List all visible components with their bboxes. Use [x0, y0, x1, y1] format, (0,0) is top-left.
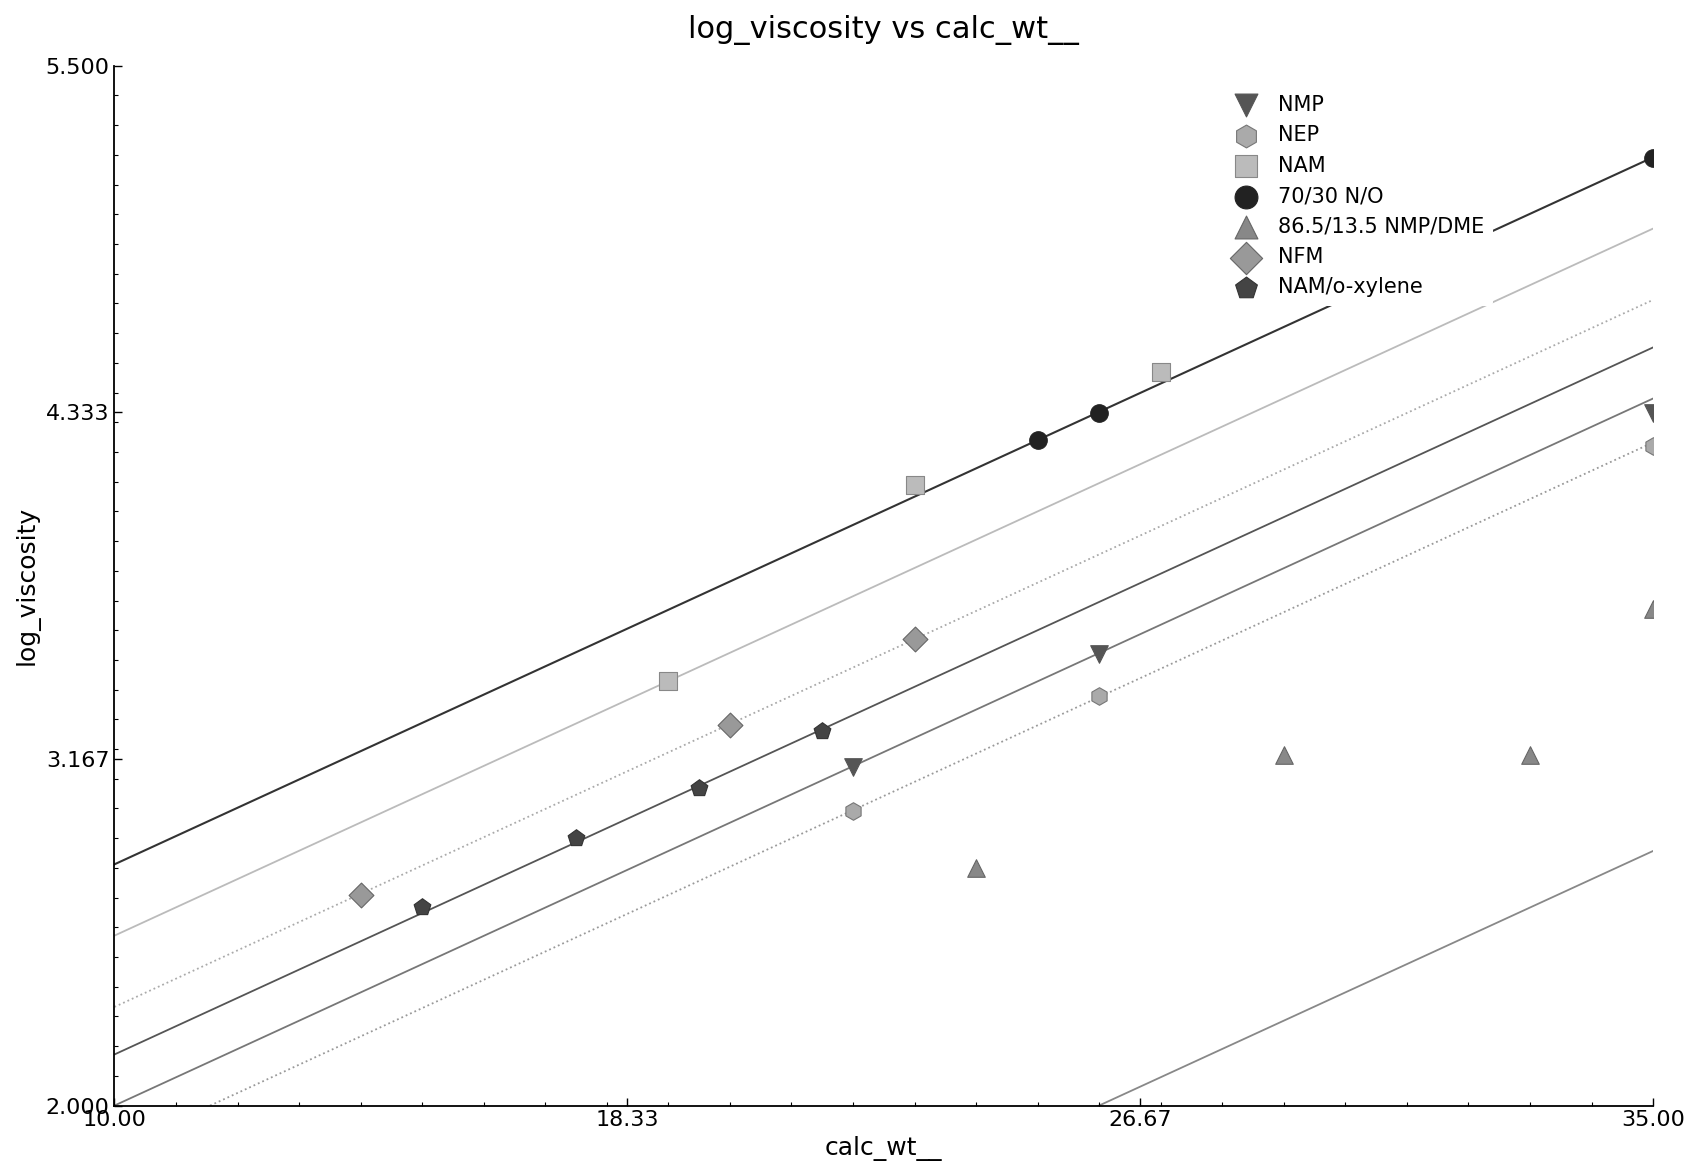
70/30 N/O [1086, 405, 1114, 423]
70/30 N/O [1639, 148, 1666, 167]
NAM [901, 475, 928, 494]
86.5/13.5 NMP/DME [1270, 746, 1297, 764]
NFM [901, 630, 928, 649]
NAM/o-xylene [408, 897, 435, 916]
Y-axis label: log_viscosity: log_viscosity [15, 506, 41, 666]
NEP [1639, 436, 1666, 455]
NAM [1148, 362, 1175, 381]
NMP [1639, 405, 1666, 423]
NFM [347, 886, 374, 904]
70/30 N/O [1023, 430, 1051, 449]
86.5/13.5 NMP/DME [962, 858, 989, 877]
Title: log_viscosity vs calc_wt__: log_viscosity vs calc_wt__ [688, 15, 1080, 45]
86.5/13.5 NMP/DME [1639, 600, 1666, 619]
NAM/o-xylene [685, 779, 712, 797]
NEP [1086, 686, 1114, 704]
NMP [1086, 644, 1114, 663]
NAM [654, 671, 682, 690]
X-axis label: calc_wt__: calc_wt__ [824, 1136, 942, 1161]
NAM/o-xylene [809, 722, 836, 741]
NEP [840, 802, 867, 821]
Legend: NMP, NEP, NAM, 70/30 N/O, 86.5/13.5 NMP/DME, NFM, NAM/o-xylene: NMP, NEP, NAM, 70/30 N/O, 86.5/13.5 NMP/… [1222, 87, 1493, 306]
NAM/o-xylene [563, 829, 590, 848]
NFM [716, 716, 743, 735]
NMP [840, 757, 867, 776]
86.5/13.5 NMP/DME [1516, 746, 1544, 764]
